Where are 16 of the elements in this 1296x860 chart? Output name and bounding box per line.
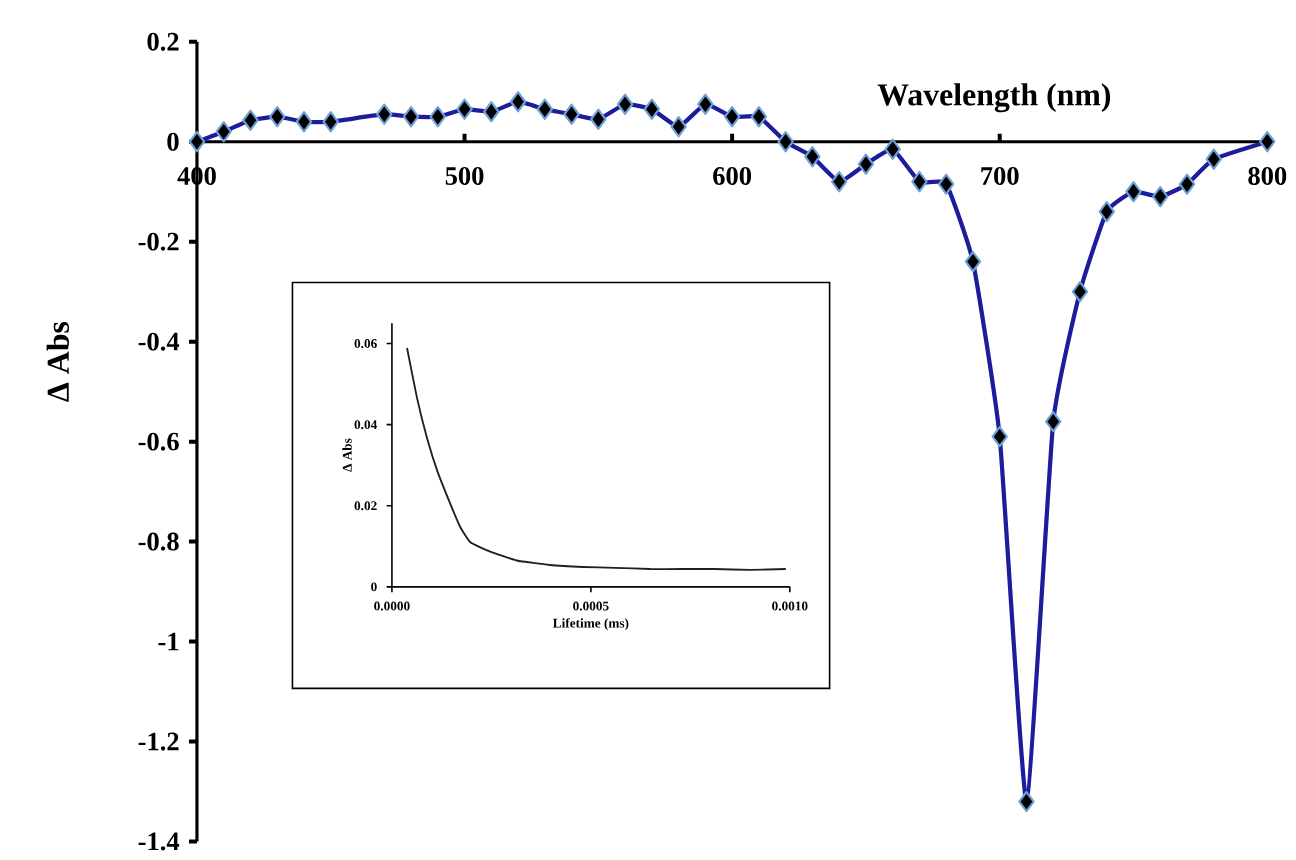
x-tick-label: 600 xyxy=(713,167,752,186)
y-tick-label: -0.6 xyxy=(138,432,179,451)
y-tick-label: -1.2 xyxy=(138,732,179,751)
x-tick-label: 700 xyxy=(981,167,1019,186)
y-tick-label: -0.4 xyxy=(138,333,180,352)
y-tick-label: -0.8 xyxy=(138,532,179,551)
y-axis-title: Δ Abs xyxy=(46,322,69,403)
y-tick-label: -1.4 xyxy=(138,832,180,851)
y-tick-label: -0.2 xyxy=(138,233,179,252)
line-series xyxy=(406,347,787,572)
y-tick-label: 0.2 xyxy=(147,33,179,52)
x-tick-label: 500 xyxy=(445,167,484,186)
y-tick-label: -1 xyxy=(158,633,179,651)
x-axis-title: Wavelength (nm) xyxy=(877,83,1111,113)
x-tick-label: 800 xyxy=(1248,167,1287,186)
y-tick-label: 0 xyxy=(167,133,179,152)
